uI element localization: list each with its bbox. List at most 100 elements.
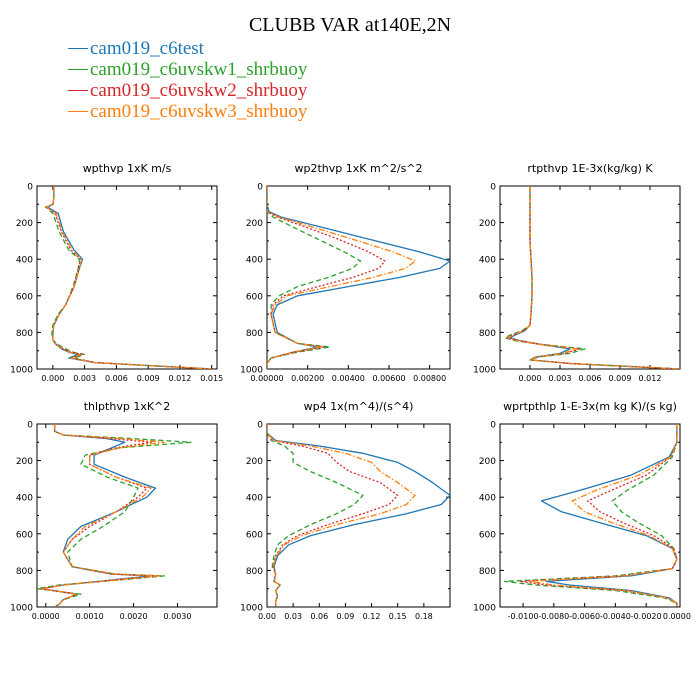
y-tick-label: 1000	[10, 604, 33, 614]
y-tick-label: 1000	[240, 604, 263, 614]
x-tick-label: 0.00400	[332, 374, 365, 383]
x-tick-label: 0.0020	[120, 612, 148, 621]
y-tick-label: 600	[16, 292, 33, 302]
x-tick-label: 0.00800	[413, 374, 446, 383]
y-tick-label: 200	[479, 457, 496, 467]
x-tick-label: 0.00000	[250, 374, 283, 383]
chart-panel-6: wprtpthlp 1-E-3x(m kg K)/(s kg) 0 200 400 60…	[473, 400, 691, 621]
series-line-2	[44, 186, 212, 369]
legend-item-c6uvskw2: cam019_c6uvskw2_shrbuoy	[68, 80, 307, 101]
series-line-3	[45, 186, 212, 369]
legend-swatch	[68, 111, 88, 113]
x-tick-label: 0.0000	[663, 612, 691, 621]
x-tick-label: 0.0010	[76, 612, 104, 621]
y-tick-label: 800	[246, 567, 263, 577]
chart-panel-3: rtpthvp 1E-3x(kg/kg) K 0 200 400 600 800 1000 0…	[473, 162, 681, 383]
x-tick-label: 0.00200	[291, 374, 324, 383]
series-line-2	[37, 424, 192, 607]
series-line-1	[267, 424, 450, 607]
chart-title: wpthvp 1xK m/s	[83, 162, 172, 175]
x-tick-label: 0.009	[137, 374, 160, 383]
x-tick-label: 0.06	[310, 612, 328, 621]
series-line-4	[267, 186, 417, 369]
y-tick-label: 0	[27, 183, 33, 193]
x-tick-label: 0.00600	[372, 374, 405, 383]
series-line-1	[40, 424, 157, 607]
x-tick-label: 0.009	[609, 374, 632, 383]
series-line-3	[40, 424, 157, 607]
y-tick-label: 200	[16, 219, 33, 229]
chart-title: rtpthvp 1E-3x(kg/kg) K	[527, 162, 653, 175]
legend-label: cam019_c6test	[90, 38, 204, 59]
series-line-4	[40, 424, 165, 607]
legend-swatch	[68, 48, 88, 50]
y-tick-label: 800	[16, 329, 33, 339]
plot-frame	[36, 185, 218, 370]
x-tick-label: 0.18	[415, 612, 433, 621]
legend-item-c6test: cam019_c6test	[68, 38, 307, 59]
legend-label: cam019_c6uvskw1_shrbuoy	[90, 59, 308, 80]
x-tick-label: 0.015	[200, 374, 223, 383]
y-tick-label: 0	[27, 421, 33, 431]
y-tick-label: 200	[246, 219, 263, 229]
legend-label: cam019_c6uvskw3_shrbuoy	[90, 101, 308, 122]
x-tick-label: 0.000	[41, 374, 64, 383]
x-tick-label: 0.012	[168, 374, 191, 383]
y-tick-label: 0	[490, 183, 496, 193]
x-tick-label: 0.000	[519, 374, 542, 383]
y-tick-label: 0	[257, 421, 263, 431]
x-tick-label: 0.006	[579, 374, 602, 383]
y-tick-label: 200	[16, 457, 33, 467]
x-tick-label: 0.012	[639, 374, 662, 383]
plot-frame	[499, 423, 681, 608]
series-line-3	[506, 186, 680, 369]
legend-swatch	[68, 90, 88, 92]
y-tick-label: 400	[16, 494, 33, 504]
y-tick-label: 600	[16, 530, 33, 540]
y-tick-label: 400	[479, 256, 496, 266]
y-tick-label: 0	[257, 183, 263, 193]
legend-item-c6uvskw3: cam019_c6uvskw3_shrbuoy	[68, 101, 307, 122]
y-tick-label: 800	[479, 329, 496, 339]
x-tick-label: -0.0020	[631, 612, 662, 621]
x-tick-label: -0.0040	[600, 612, 631, 621]
y-tick-label: 400	[479, 494, 496, 504]
chart-panel-2: wp2thvp 1xK m^2/s^2020040060080010000.00…	[240, 162, 451, 383]
chart-panel-1: wpthvp 1xK m/s 0 200 400 600 800 1000 0.000 0.00…	[10, 162, 223, 383]
series-line-4	[528, 424, 678, 607]
y-tick-label: 1000	[240, 366, 263, 376]
x-tick-label: 0.15	[389, 612, 407, 621]
chart-title: thlpthvp 1xK^2	[84, 400, 171, 413]
x-tick-label: -0.0100	[508, 612, 539, 621]
y-tick-label: 400	[246, 494, 263, 504]
x-tick-label: 0.03	[284, 612, 302, 621]
y-tick-label: 600	[479, 530, 496, 540]
x-tick-label: 0.09	[337, 612, 355, 621]
y-tick-label: 0	[490, 421, 496, 431]
x-tick-label: -0.0080	[538, 612, 569, 621]
y-tick-label: 800	[246, 329, 263, 339]
x-tick-label: 0.00	[258, 612, 276, 621]
y-tick-label: 1000	[10, 366, 33, 376]
series-line-2	[504, 186, 680, 369]
x-tick-label: 0.12	[363, 612, 381, 621]
y-tick-label: 400	[246, 256, 263, 266]
chart-title: wprtpthlp 1-E-3x(m kg K)/(s kg)	[503, 400, 677, 413]
series-line-4	[267, 424, 416, 607]
legend-label: cam019_c6uvskw2_shrbuoy	[90, 80, 308, 101]
legend-swatch	[68, 69, 88, 71]
y-tick-label: 600	[246, 292, 263, 302]
series-line-4	[507, 186, 680, 369]
y-tick-label: 200	[246, 457, 263, 467]
y-tick-label: 200	[479, 219, 496, 229]
y-tick-label: 1000	[473, 366, 496, 376]
x-tick-label: 0.003	[73, 374, 96, 383]
series-line-1	[509, 186, 680, 369]
series-line-3	[267, 186, 386, 369]
y-tick-label: 1000	[473, 604, 496, 614]
legend: cam019_c6test cam019_c6uvskw1_shrbuoy ca…	[68, 38, 307, 122]
x-tick-label: 0.0030	[163, 612, 191, 621]
